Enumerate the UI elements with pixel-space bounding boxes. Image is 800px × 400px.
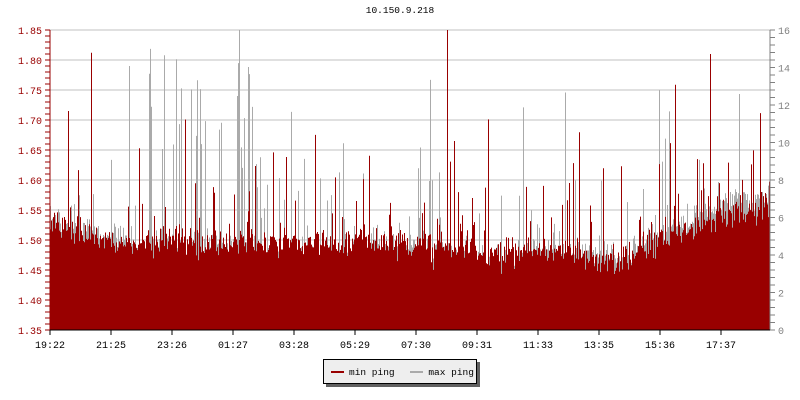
svg-text:4: 4 bbox=[778, 252, 784, 263]
svg-text:1.85: 1.85 bbox=[18, 27, 42, 38]
svg-text:16: 16 bbox=[778, 27, 790, 38]
svg-text:1.50: 1.50 bbox=[18, 237, 42, 248]
svg-text:2: 2 bbox=[778, 290, 784, 301]
svg-text:17:37: 17:37 bbox=[706, 341, 736, 352]
svg-text:13:35: 13:35 bbox=[584, 341, 614, 352]
svg-text:1.45: 1.45 bbox=[18, 267, 42, 278]
svg-text:8: 8 bbox=[778, 177, 784, 188]
svg-text:1.80: 1.80 bbox=[18, 57, 42, 68]
svg-text:6: 6 bbox=[778, 215, 784, 226]
svg-text:09:31: 09:31 bbox=[462, 341, 492, 352]
svg-text:1.65: 1.65 bbox=[18, 147, 42, 158]
svg-text:05:29: 05:29 bbox=[340, 341, 370, 352]
svg-text:23:26: 23:26 bbox=[157, 341, 187, 352]
svg-text:1.60: 1.60 bbox=[18, 177, 42, 188]
svg-text:1.55: 1.55 bbox=[18, 207, 42, 218]
svg-text:07:30: 07:30 bbox=[401, 341, 431, 352]
svg-text:1.35: 1.35 bbox=[18, 327, 42, 338]
svg-text:1.70: 1.70 bbox=[18, 117, 42, 128]
svg-text:14: 14 bbox=[778, 65, 790, 76]
svg-text:15:36: 15:36 bbox=[645, 341, 675, 352]
svg-text:10: 10 bbox=[778, 140, 790, 151]
svg-text:1.40: 1.40 bbox=[18, 297, 42, 308]
svg-text:01:27: 01:27 bbox=[218, 341, 248, 352]
svg-text:19:22: 19:22 bbox=[35, 341, 65, 352]
svg-text:03:28: 03:28 bbox=[279, 341, 309, 352]
svg-text:0: 0 bbox=[778, 327, 784, 338]
svg-text:11:33: 11:33 bbox=[523, 341, 553, 352]
svg-text:21:25: 21:25 bbox=[96, 341, 126, 352]
svg-text:12: 12 bbox=[778, 102, 790, 113]
svg-text:1.75: 1.75 bbox=[18, 87, 42, 98]
